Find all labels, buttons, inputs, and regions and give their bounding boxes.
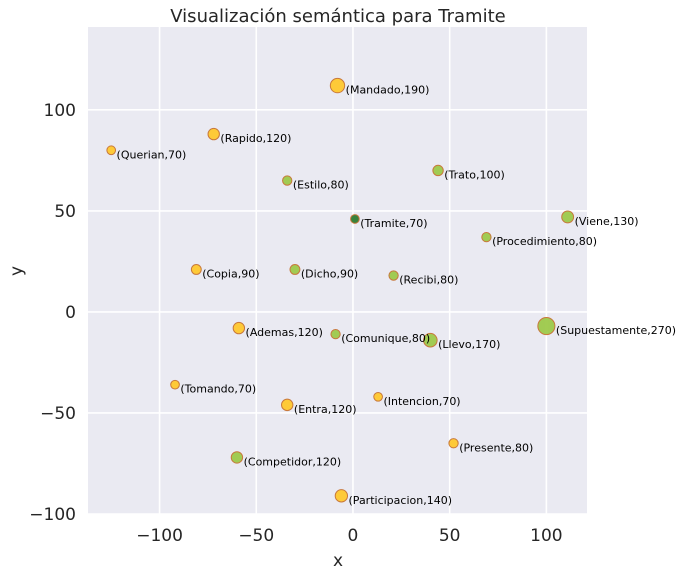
grid-lines [88, 27, 587, 515]
data-label: (Tramite,70) [360, 217, 427, 230]
data-point [170, 379, 180, 390]
data-point [432, 164, 444, 177]
x-tick-label: 50 [439, 526, 461, 546]
data-label: (Procedimiento,80) [492, 235, 597, 248]
data-point [106, 145, 117, 156]
data-point [561, 210, 575, 224]
data-point [537, 317, 556, 336]
y-tick-label: −100 [29, 505, 76, 525]
data-label: (Comunique,80) [341, 332, 430, 345]
y-tick-label: −50 [40, 404, 76, 424]
y-tick-labels: −100 −50 0 50 100 [29, 101, 76, 525]
data-label: (Participacion,140) [349, 494, 452, 507]
plot-background [88, 27, 587, 514]
data-label: (Rapido,120) [220, 132, 291, 145]
x-axis-label: x [333, 551, 343, 571]
data-points [106, 77, 575, 503]
x-tick-labels: −100 −50 0 50 100 [136, 526, 562, 546]
data-point [373, 391, 383, 402]
data-label: (Entra,120) [294, 403, 357, 416]
data-label: (Competidor,120) [244, 455, 342, 468]
data-point [190, 264, 202, 275]
y-axis-label: y [7, 266, 27, 276]
y-tick-label: 100 [44, 101, 76, 121]
data-label: (Copia,90) [202, 267, 259, 280]
data-label: (Mandado,190) [346, 84, 430, 97]
data-point [329, 77, 346, 94]
data-label: (Intencion,70) [383, 395, 460, 408]
data-label: (Dicho,90) [301, 267, 358, 280]
data-point [232, 321, 246, 335]
x-tick-label: −100 [136, 526, 183, 546]
data-point [289, 264, 301, 275]
data-label: (Viene,130) [575, 215, 639, 228]
data-label: (Ademas,120) [246, 326, 323, 339]
data-point [388, 270, 399, 281]
data-point [350, 214, 360, 224]
data-point [481, 232, 492, 243]
data-labels: (Mandado,190) (Rapido,120) (Querian,70) (Es… [117, 84, 676, 507]
chart-title: Visualización semántica para Tramite [170, 6, 505, 27]
data-point [330, 329, 341, 340]
data-point [230, 451, 244, 464]
data-point [207, 127, 220, 141]
x-tick-label: 100 [530, 526, 562, 546]
data-label: (Tomando,70) [180, 383, 256, 396]
data-label: (Querian,70) [117, 148, 187, 161]
data-point [448, 438, 459, 449]
data-label: (Llevo,170) [438, 338, 500, 351]
y-tick-label: 50 [54, 202, 76, 222]
data-point [281, 398, 294, 412]
data-point [423, 332, 438, 348]
data-label: (Recibi,80) [399, 274, 458, 287]
data-point [334, 489, 349, 503]
data-label: (Presente,80) [459, 441, 533, 454]
y-tick-label: 0 [65, 303, 76, 323]
data-label: (Estilo,80) [293, 179, 349, 192]
data-label: (Trato,100) [444, 168, 504, 181]
data-label: (Supuestamente,270) [556, 324, 676, 337]
data-point [282, 175, 293, 186]
x-tick-label: −50 [238, 526, 274, 546]
x-tick-label: 0 [348, 526, 359, 546]
